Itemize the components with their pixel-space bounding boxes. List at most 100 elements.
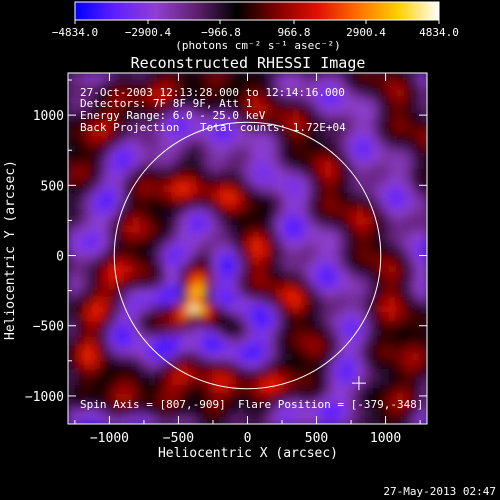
heatmap-cell: [260, 417, 269, 424]
heatmap-cell: [124, 321, 133, 330]
heatmap-cell: [92, 89, 101, 98]
heatmap-cell: [300, 385, 309, 394]
heatmap-cell: [268, 329, 277, 338]
heatmap-cell: [396, 385, 405, 394]
heatmap-cell: [196, 81, 205, 90]
heatmap-cell: [156, 273, 165, 282]
heatmap-cell: [212, 153, 221, 162]
heatmap-cell: [332, 401, 341, 410]
heatmap-cell: [172, 97, 181, 106]
heatmap-cell: [68, 137, 77, 146]
heatmap-cell: [204, 337, 213, 346]
heatmap-cell: [116, 105, 125, 114]
heatmap-cell: [124, 345, 133, 354]
heatmap-cell: [324, 353, 333, 362]
heatmap-cell: [244, 393, 253, 402]
heatmap-cell: [220, 113, 229, 122]
heatmap-cell: [412, 369, 421, 378]
heatmap-cell: [236, 345, 245, 354]
heatmap-cell: [388, 137, 397, 146]
heatmap-cell: [388, 313, 397, 322]
heatmap-cell: [324, 193, 333, 202]
heatmap-cell: [300, 281, 309, 290]
heatmap-cell: [124, 377, 133, 386]
heatmap-cell: [132, 385, 141, 394]
heatmap-cell: [292, 81, 301, 90]
heatmap-cell: [220, 97, 229, 106]
heatmap-cell: [156, 249, 165, 258]
heatmap-cell: [180, 161, 189, 170]
heatmap-cell: [348, 249, 357, 258]
heatmap-cell: [140, 385, 149, 394]
heatmap-cell: [244, 145, 253, 154]
heatmap-cell: [148, 353, 157, 362]
heatmap-cell: [364, 129, 373, 138]
heatmap-cell: [260, 225, 269, 234]
heatmap-cell: [292, 369, 301, 378]
heatmap-cell: [108, 129, 117, 138]
heatmap-cell: [148, 393, 157, 402]
heatmap-cell: [284, 377, 293, 386]
heatmap-cell: [68, 169, 77, 178]
heatmap-cell: [228, 113, 237, 122]
heatmap-cell: [324, 81, 333, 90]
heatmap-cell: [308, 249, 317, 258]
heatmap-cell: [164, 369, 173, 378]
heatmap-cell: [364, 417, 373, 424]
heatmap-cell: [220, 217, 229, 226]
heatmap-cell: [68, 417, 77, 424]
heatmap-cell: [84, 97, 93, 106]
heatmap-cell: [412, 241, 421, 250]
heatmap-cell: [300, 113, 309, 122]
heatmap-cell: [276, 361, 285, 370]
heatmap-cell: [412, 289, 421, 298]
heatmap-cell: [300, 201, 309, 210]
heatmap-cell: [372, 233, 381, 242]
heatmap-cell: [140, 233, 149, 242]
heatmap-cell: [148, 361, 157, 370]
heatmap-cell: [332, 361, 341, 370]
heatmap-cell: [276, 169, 285, 178]
heatmap-cell: [140, 177, 149, 186]
heatmap-cell: [268, 409, 277, 418]
heatmap-cell: [100, 193, 109, 202]
heatmap-cell: [148, 129, 157, 138]
heatmap-cell: [396, 289, 405, 298]
heatmap-cell: [316, 129, 325, 138]
heatmap-cell: [100, 385, 109, 394]
heatmap-cell: [92, 177, 101, 186]
heatmap-cell: [348, 313, 357, 322]
heatmap-cell: [284, 193, 293, 202]
heatmap-cell: [212, 289, 221, 298]
heatmap-cell: [380, 161, 389, 170]
heatmap-cell: [380, 89, 389, 98]
heatmap-cell: [172, 393, 181, 402]
heatmap-cell: [284, 257, 293, 266]
heatmap-cell: [332, 385, 341, 394]
heatmap-cell: [188, 161, 197, 170]
heatmap-cell: [316, 345, 325, 354]
heatmap-cell: [196, 281, 205, 290]
heatmap-cell: [188, 153, 197, 162]
heatmap-cell: [156, 329, 165, 338]
heatmap-cell: [364, 81, 373, 90]
heatmap-cell: [148, 273, 157, 282]
heatmap-cell: [204, 113, 213, 122]
heatmap-cell: [92, 409, 101, 418]
heatmap-cell: [164, 129, 173, 138]
heatmap-cell: [172, 129, 181, 138]
heatmap-cell: [108, 225, 117, 234]
heatmap-cell: [340, 385, 349, 394]
heatmap-cell: [180, 129, 189, 138]
heatmap-cell: [92, 273, 101, 282]
heatmap-cell: [116, 313, 125, 322]
heatmap-cell: [68, 297, 77, 306]
heatmap-cell: [204, 361, 213, 370]
heatmap-cell: [396, 265, 405, 274]
heatmap-cell: [236, 153, 245, 162]
heatmap-cell: [244, 121, 253, 130]
heatmap-cell: [340, 313, 349, 322]
heatmap-cell: [156, 105, 165, 114]
heatmap-cell: [188, 193, 197, 202]
heatmap-cell: [92, 217, 101, 226]
